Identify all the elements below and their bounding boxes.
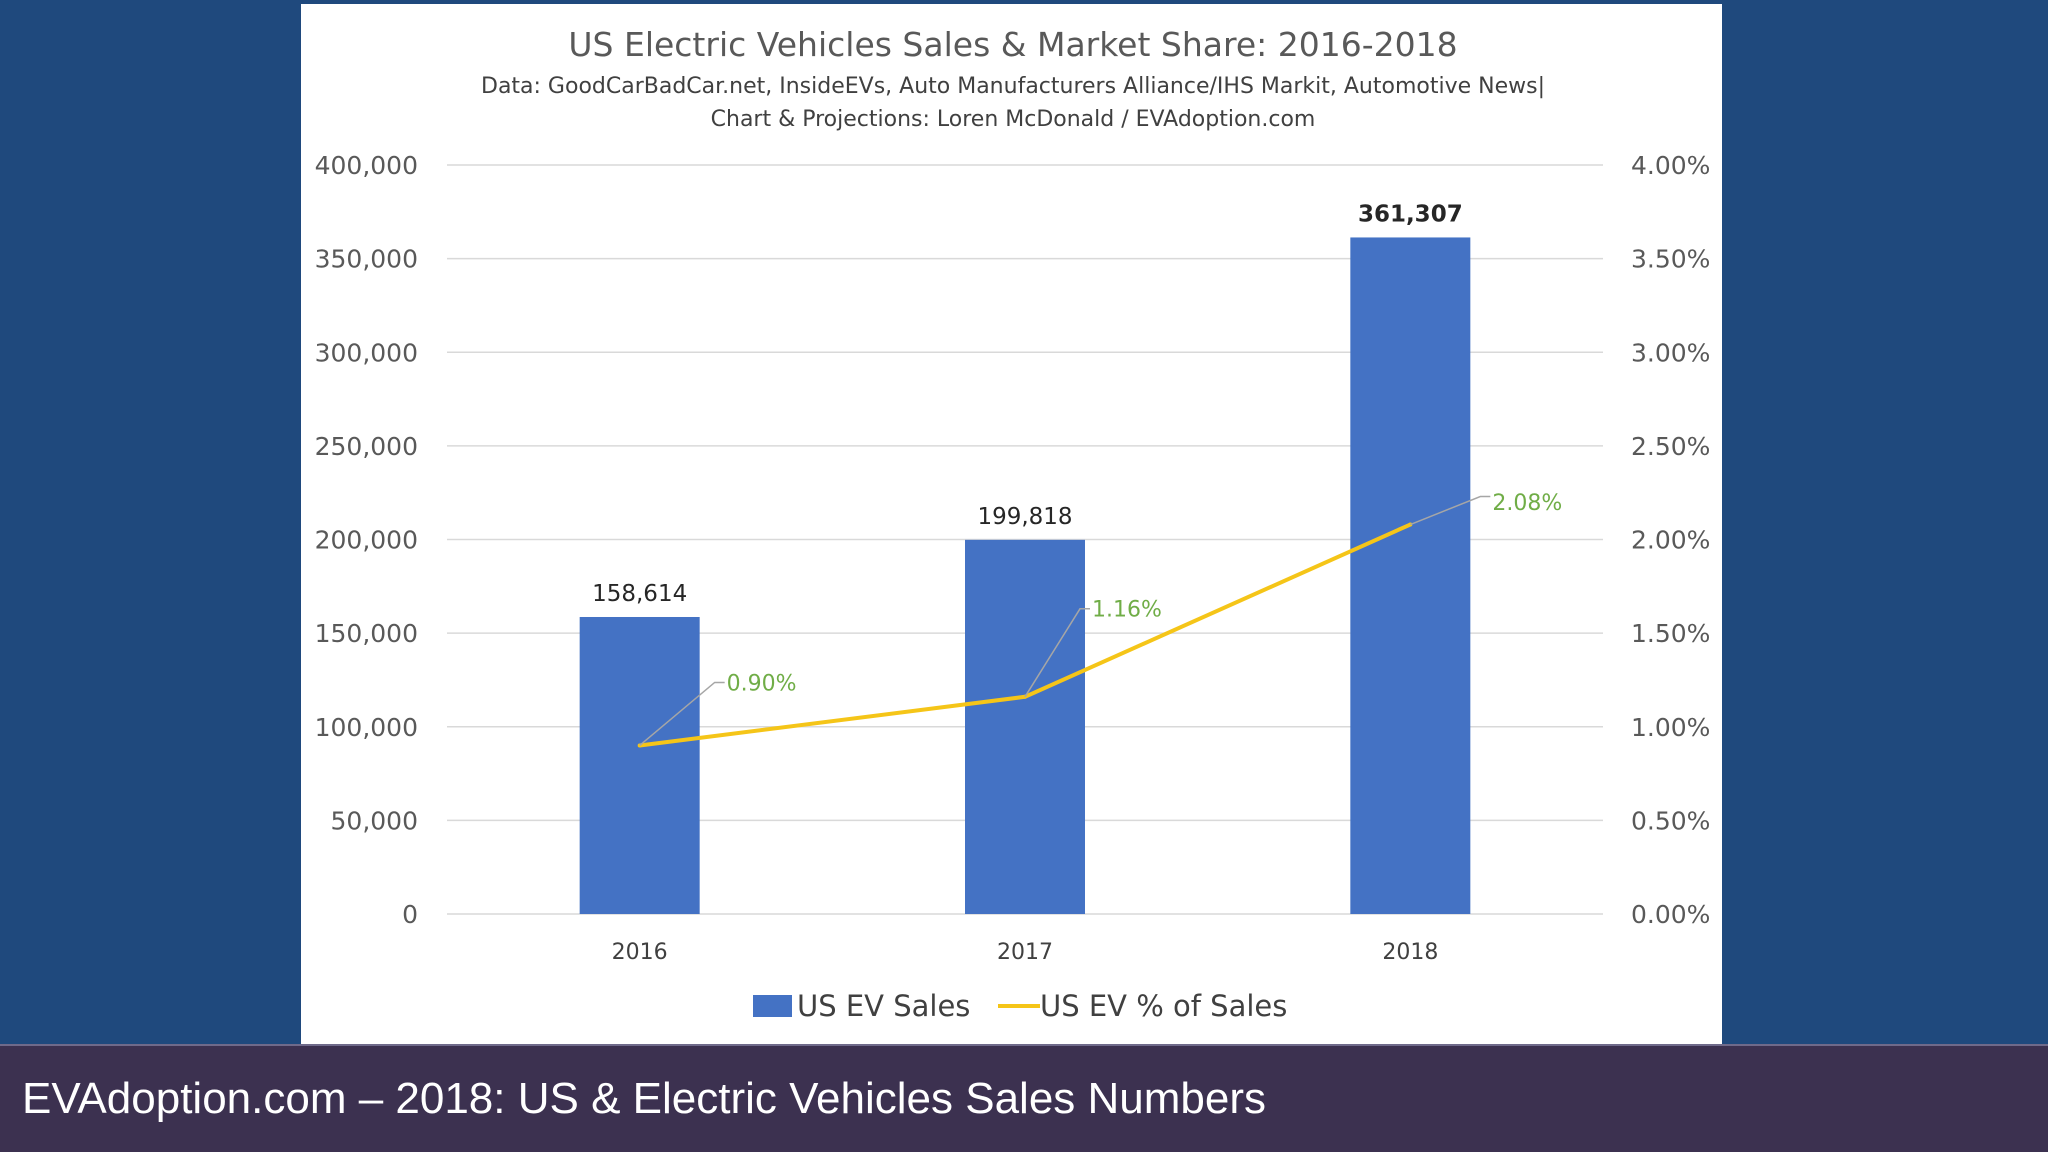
y-right-tick-label: 1.00% <box>1631 713 1710 742</box>
x-tick-label: 2017 <box>997 940 1053 965</box>
y-left-tick-label: 50,000 <box>331 806 418 835</box>
y-left-tick-label: 150,000 <box>315 619 418 648</box>
y-right-tick-label: 4.00% <box>1631 151 1710 180</box>
bar <box>579 616 700 914</box>
y-left-tick-label: 250,000 <box>315 432 418 461</box>
bar-series <box>579 237 1471 914</box>
caption-bar: EVAdoption.com – 2018: US & Electric Veh… <box>0 1044 2048 1152</box>
y-left-tick-label: 100,000 <box>315 713 418 742</box>
y-right-tick-label: 0.00% <box>1631 900 1710 929</box>
y-right-tick-label: 2.00% <box>1631 526 1710 555</box>
y-right-tick-label: 2.50% <box>1631 432 1710 461</box>
y-right-tick-label: 1.50% <box>1631 619 1710 648</box>
y-left-tick-label: 350,000 <box>315 245 418 274</box>
y-right-tick-label: 0.50% <box>1631 806 1710 835</box>
axis-labels: 0 0.00% 50,000 0.50% 100,000 1.00% 150,000 1.50… <box>315 151 1711 965</box>
y-right-tick-label: 3.00% <box>1631 338 1710 367</box>
leader-line <box>639 681 725 747</box>
y-left-tick-label: 200,000 <box>315 526 418 555</box>
y-left-tick-label: 400,000 <box>315 151 418 180</box>
line-value-label: 2.08% <box>1492 491 1562 516</box>
chart-subtitle-line-1: Data: GoodCarBadCar.net, InsideEVs, Auto… <box>481 74 1545 99</box>
legend-line-label: US EV % of Sales <box>1040 989 1287 1023</box>
bar <box>1350 237 1471 914</box>
leader-line <box>1410 495 1491 526</box>
chart-title: US Electric Vehicles Sales & Market Shar… <box>568 25 1457 64</box>
bar-value-label: 361,307 <box>1358 201 1463 227</box>
x-tick-label: 2016 <box>612 940 668 965</box>
legend-bar-label: US EV Sales <box>797 989 970 1023</box>
chart: US Electric Vehicles Sales & Market Shar… <box>315 25 1711 1023</box>
line-value-label: 1.16% <box>1092 598 1162 623</box>
legend-bar-swatch <box>753 995 792 1017</box>
bar-value-label: 158,614 <box>592 581 687 607</box>
bar-value-label: 199,818 <box>977 504 1072 530</box>
caption-text: EVAdoption.com – 2018: US & Electric Veh… <box>22 1074 1267 1123</box>
leader-line <box>1024 608 1090 698</box>
bar <box>965 539 1085 914</box>
x-tick-label: 2018 <box>1382 940 1438 965</box>
line-value-label: 0.90% <box>727 671 797 696</box>
chart-subtitle-line-2: Chart & Projections: Loren McDonald / EV… <box>711 107 1316 132</box>
legend: US EV Sales US EV % of Sales <box>753 989 1287 1023</box>
chart-panel: US Electric Vehicles Sales & Market Shar… <box>301 4 1722 1044</box>
y-right-tick-label: 3.50% <box>1631 245 1710 274</box>
data-labels: 158,614 199,818 361,307 0.90% 1.16% 2.08% <box>592 201 1562 747</box>
y-left-tick-label: 300,000 <box>315 338 418 367</box>
y-left-tick-label: 0 <box>402 900 418 929</box>
